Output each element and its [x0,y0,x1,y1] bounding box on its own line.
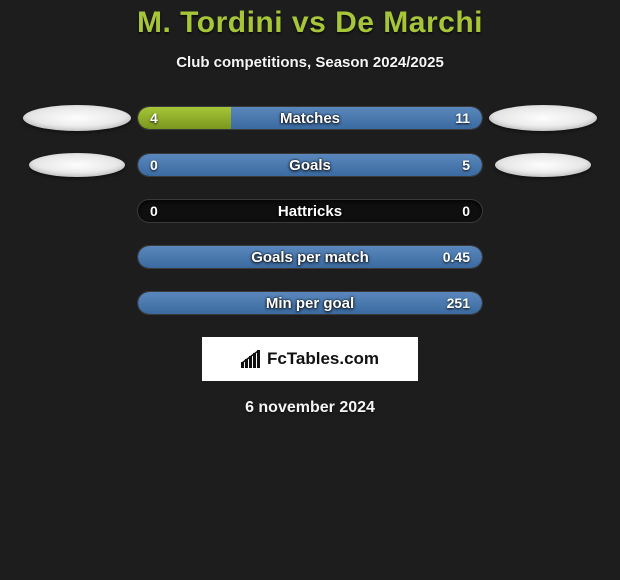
bar-left-fill [138,107,231,129]
stats-container: 4Matches11 0Goals5 0Hattricks0 Goals per ma… [0,105,620,315]
bar-right-fill [231,107,482,129]
right-ellipse-icon [495,153,591,177]
stat-bar: Goals per match0.45 [137,245,483,269]
stat-bar: 4Matches11 [137,106,483,130]
right-side [483,153,603,177]
stat-row: Min per goal251 [0,291,620,315]
right-ellipse-icon [489,105,597,131]
left-ellipse-icon [23,105,131,131]
stat-left-value: 0 [150,203,158,219]
bar-right-fill [138,246,482,268]
footer-date: 6 november 2024 [0,399,620,417]
bar-right-fill [138,292,482,314]
left-ellipse-icon [29,153,125,177]
stat-row: 0Goals5 [0,153,620,177]
left-side [17,105,137,131]
stat-row: 4Matches11 [0,105,620,131]
brand-badge: FcTables.com [202,337,418,381]
page-title: M. Tordini vs De Marchi [0,0,620,40]
bar-right-fill [138,154,482,176]
stat-row: Goals per match0.45 [0,245,620,269]
left-side [17,153,137,177]
stat-bar: 0Hattricks0 [137,199,483,223]
right-side [483,105,603,131]
stat-right-value: 0 [462,203,470,219]
stat-bar: 0Goals5 [137,153,483,177]
stat-bar: Min per goal251 [137,291,483,315]
bars-icon [241,350,263,368]
stat-row: 0Hattricks0 [0,199,620,223]
page-subtitle: Club competitions, Season 2024/2025 [0,54,620,71]
stat-label: Hattricks [138,203,482,220]
brand-text: FcTables.com [267,349,379,369]
